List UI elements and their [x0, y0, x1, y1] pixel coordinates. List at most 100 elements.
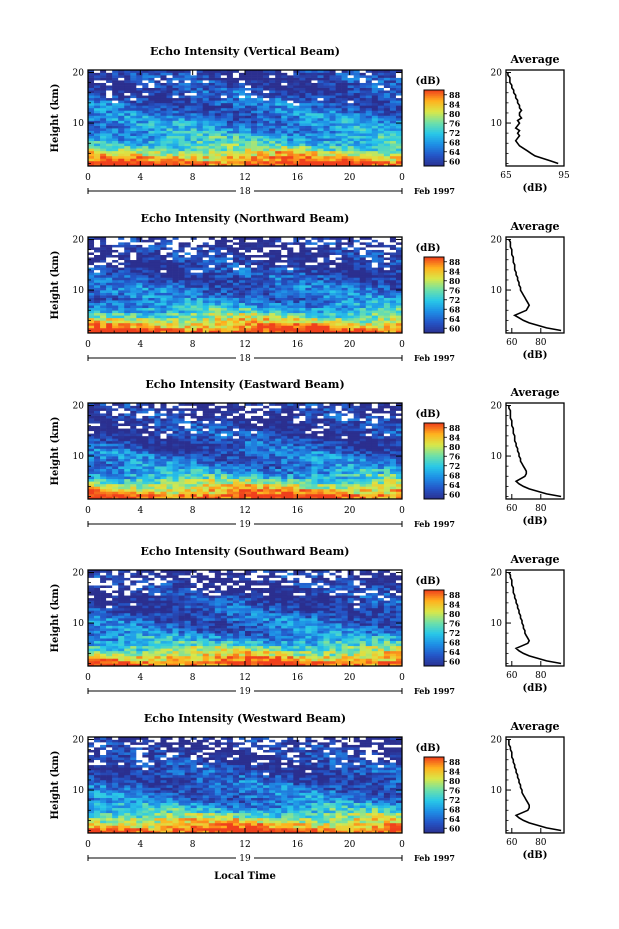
heatmap-cell	[293, 290, 300, 293]
heatmap-cell	[323, 272, 330, 276]
colorbar-gradient-step	[424, 313, 444, 316]
heatmap-cell	[178, 145, 185, 149]
heatmap-cell	[245, 97, 252, 101]
heatmap-cell	[232, 100, 240, 104]
heatmap-cell	[232, 140, 240, 144]
heatmap-cell	[118, 257, 125, 261]
heatmap-cell	[281, 282, 288, 286]
heatmap-cell	[329, 262, 336, 266]
heatmap-cell	[214, 488, 222, 492]
heatmap-cell	[329, 481, 336, 485]
heatmap-cell	[257, 118, 264, 121]
heatmap-cell	[184, 105, 191, 109]
heatmap-cell	[100, 242, 107, 245]
heatmap-cell	[160, 110, 167, 114]
heatmap-cell	[245, 307, 252, 311]
heatmap-cell	[214, 254, 222, 258]
heatmap-cell	[347, 478, 354, 482]
heatmap-cell	[377, 239, 385, 243]
heatmap-cell	[196, 312, 204, 316]
heatmap-cell	[389, 244, 397, 248]
heatmap-cell	[269, 237, 276, 240]
heatmap-cell	[124, 138, 131, 142]
heatmap-cell	[130, 325, 137, 329]
heatmap-cell	[269, 100, 276, 104]
colorbar-gradient-step	[424, 130, 444, 133]
heatmap-cell	[395, 292, 403, 296]
heatmap-cell	[202, 123, 210, 126]
heatmap-cell	[154, 107, 161, 111]
heatmap-cell	[365, 285, 373, 288]
heatmap-cell	[88, 317, 95, 321]
heatmap-cell	[371, 145, 379, 149]
heatmap-cell	[202, 259, 210, 263]
heatmap-cell	[142, 320, 149, 324]
heatmap-cell	[269, 249, 276, 253]
heatmap-cell	[287, 471, 294, 475]
heatmap-cell	[148, 120, 155, 124]
heatmap-cell	[395, 272, 403, 276]
profile-frame	[505, 69, 565, 167]
heatmap-cell	[106, 92, 113, 96]
heatmap-cell	[184, 148, 191, 152]
y-axis-label: Height (km)	[50, 84, 61, 153]
heatmap-cell	[100, 102, 107, 106]
heatmap-cell	[232, 476, 240, 480]
heatmap-cell	[305, 82, 312, 86]
heatmap-cell	[106, 237, 113, 240]
heatmap-cell	[275, 259, 282, 263]
heatmap-cell	[100, 300, 107, 303]
heatmap-cell	[317, 72, 324, 76]
heatmap-cell	[317, 279, 324, 283]
heatmap-cell	[353, 493, 361, 497]
heatmap-cell	[317, 468, 324, 472]
heatmap-cell	[148, 305, 155, 309]
heatmap-cell	[275, 85, 282, 88]
heatmap-cell	[124, 249, 131, 253]
heatmap-cell	[166, 75, 173, 78]
heatmap-cell	[335, 150, 342, 154]
heatmap-cell	[190, 115, 197, 119]
heatmap-cell	[190, 327, 197, 331]
heatmap-cell	[190, 75, 197, 78]
heatmap-cell	[202, 158, 210, 162]
heatmap-cell	[383, 282, 391, 286]
heatmap-cell	[269, 282, 276, 286]
heatmap-cell	[347, 468, 354, 472]
heatmap-cell	[263, 160, 270, 164]
heatmap-cell	[263, 120, 270, 124]
heatmap-cell	[293, 92, 300, 96]
heatmap-cell	[214, 123, 222, 126]
heatmap-cell	[184, 239, 191, 243]
heatmap-cell	[226, 330, 234, 334]
heatmap-cell	[245, 252, 252, 255]
heatmap-cell	[88, 115, 95, 119]
heatmap-cell	[118, 330, 125, 334]
heatmap-cell	[245, 70, 252, 73]
heatmap-cell	[377, 277, 385, 281]
heatmap-cell	[232, 130, 240, 134]
heatmap-cell	[245, 239, 252, 243]
heatmap-cell	[371, 483, 379, 487]
heatmap-cell	[112, 312, 119, 316]
heatmap-cell	[88, 466, 95, 469]
heatmap-cell	[251, 148, 258, 152]
heatmap-cell	[371, 476, 379, 480]
heatmap-cell	[208, 463, 216, 467]
heatmap-cell	[220, 239, 228, 243]
heatmap-cell	[154, 128, 161, 131]
heatmap-cell	[226, 307, 234, 311]
heatmap-cell	[293, 300, 300, 303]
heatmap-cell	[184, 130, 191, 134]
heatmap-cell	[281, 72, 288, 76]
heatmap-cell	[220, 254, 228, 258]
heatmap-cell	[148, 297, 155, 301]
heatmap-cell	[208, 143, 216, 147]
heatmap-cell	[166, 264, 173, 268]
y-tick-label: 20	[73, 69, 85, 79]
heatmap-cell	[281, 327, 288, 331]
heatmap-cell	[112, 259, 119, 263]
heatmap-cell	[112, 118, 119, 121]
heatmap-cell	[275, 110, 282, 114]
heatmap-cell	[275, 320, 282, 324]
